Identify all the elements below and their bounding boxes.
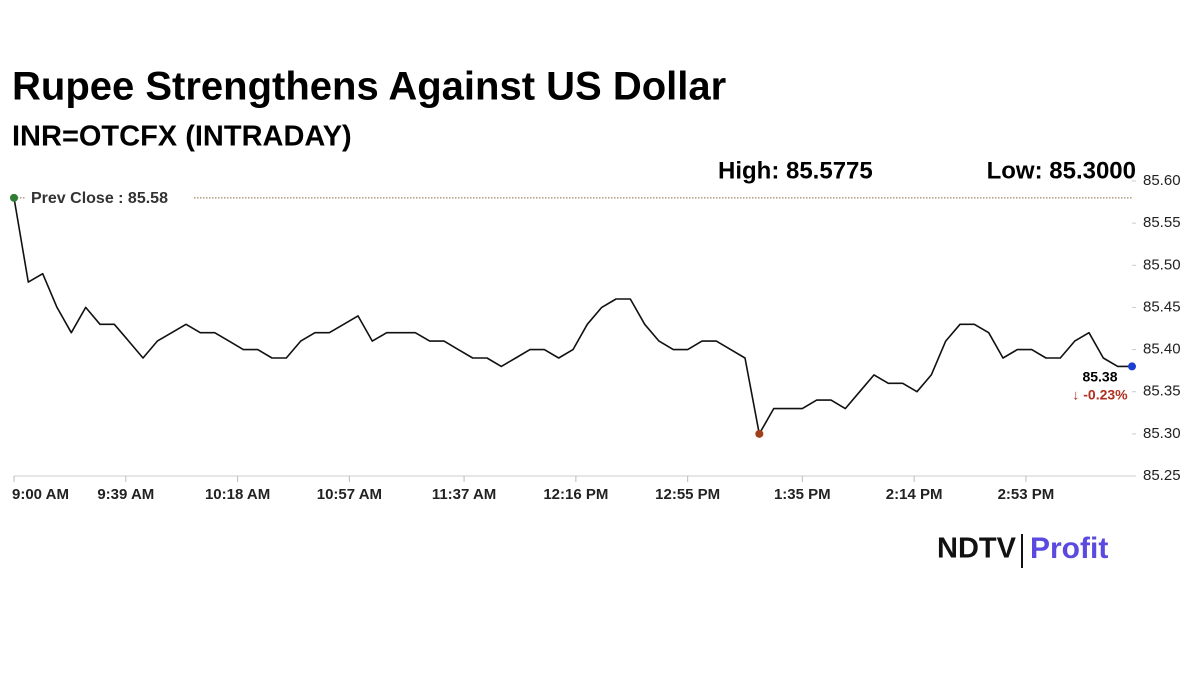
x-tick-label: 9:00 AM bbox=[12, 486, 69, 503]
x-tick-label: 1:35 PM bbox=[774, 486, 831, 503]
y-tick-label: 85.25 bbox=[1143, 467, 1181, 484]
chart-title: Rupee Strengthens Against US Dollar bbox=[12, 65, 726, 109]
last-label: 85.38 bbox=[1082, 369, 1117, 385]
prev-close-bg bbox=[26, 187, 194, 208]
x-tick-label: 10:57 AM bbox=[317, 486, 382, 503]
low-dot bbox=[755, 429, 764, 438]
price-line bbox=[13, 197, 1132, 435]
x-tick-label: 12:16 PM bbox=[543, 486, 608, 503]
y-tick-label: 85.60 bbox=[1143, 172, 1181, 189]
y-tick-label: 85.40 bbox=[1143, 341, 1181, 358]
x-tick-label: 2:14 PM bbox=[886, 486, 943, 503]
x-tick-label: 11:37 AM bbox=[432, 486, 496, 503]
x-tick-label: 2:53 PM bbox=[998, 486, 1055, 503]
y-tick-label: 85.50 bbox=[1143, 256, 1181, 273]
x-tick-label: 10:18 AM bbox=[205, 486, 270, 503]
logo-profit: Profit bbox=[1030, 532, 1108, 565]
prev-close-label: Prev Close : 85.58 bbox=[31, 190, 168, 207]
start-dot bbox=[10, 193, 18, 202]
y-tick-label: 85.45 bbox=[1143, 298, 1181, 315]
logo-ndtv: NDTV bbox=[937, 533, 1017, 565]
x-tick-label: 9:39 AM bbox=[97, 486, 154, 503]
high-label: High: 85.5775 bbox=[718, 157, 873, 184]
low-label: Low: 85.3000 bbox=[987, 157, 1136, 184]
y-tick-label: 85.35 bbox=[1143, 383, 1181, 400]
last-dot bbox=[1128, 362, 1136, 371]
x-tick-label: 12:55 PM bbox=[655, 486, 720, 503]
y-tick-label: 85.55 bbox=[1143, 214, 1181, 231]
y-tick-label: 85.30 bbox=[1143, 425, 1181, 442]
change-label: ↓ -0.23% bbox=[1072, 387, 1128, 403]
chart-subtitle: INR=OTCFX (INTRADAY) bbox=[12, 121, 352, 153]
